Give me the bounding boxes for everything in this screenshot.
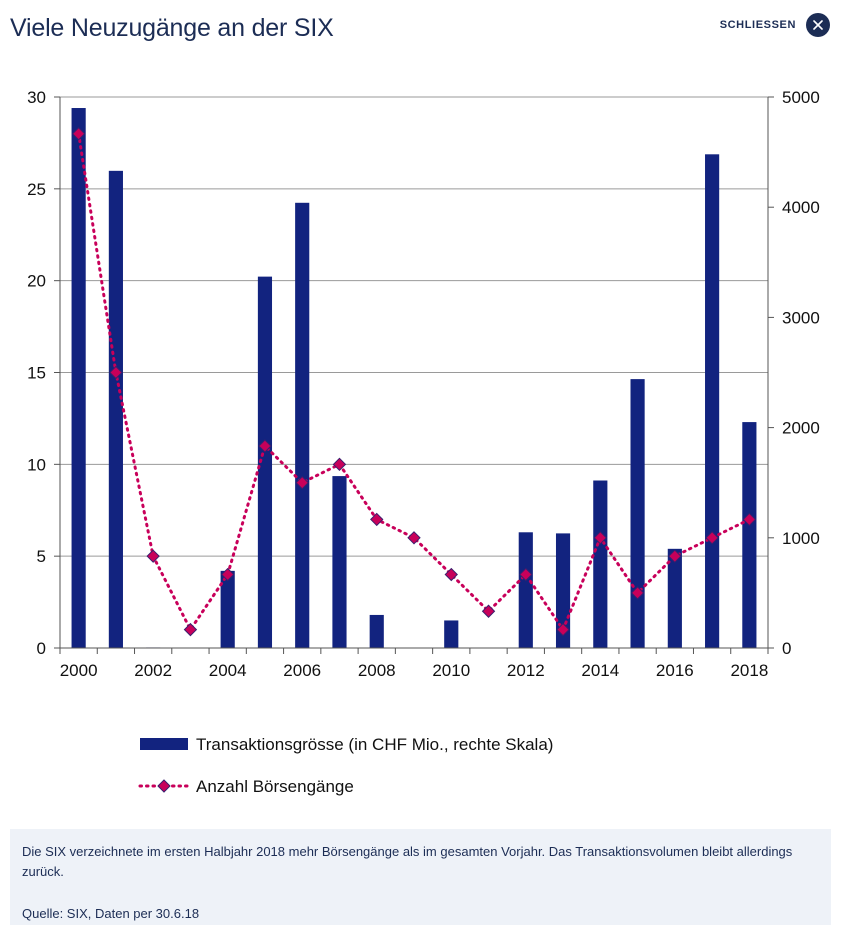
axes: 0 5 10 15 20 25 30 0 1000 2000 3000 4000 5000 2000 200… xyxy=(27,88,820,680)
right-tick-label: 5000 xyxy=(782,88,820,107)
left-tick-label: 30 xyxy=(27,88,46,107)
series-line xyxy=(77,132,751,633)
bar xyxy=(630,379,645,648)
bar xyxy=(555,533,571,648)
line-marker xyxy=(370,512,384,527)
right-tick-label: 2000 xyxy=(782,419,820,438)
line-marker xyxy=(481,604,496,618)
right-tick-label: 1000 xyxy=(782,529,820,548)
page-title: Viele Neuzugänge an der SIX xyxy=(10,14,334,42)
right-tick-label: 3000 xyxy=(782,308,820,327)
line-marker xyxy=(146,549,160,563)
bar xyxy=(108,170,123,649)
x-tick-label: 2014 xyxy=(581,661,619,680)
line-marker xyxy=(630,586,645,600)
bar xyxy=(332,476,347,648)
bar xyxy=(705,154,720,648)
line-marker xyxy=(742,512,757,527)
left-tick-label: 5 xyxy=(37,547,46,566)
bar xyxy=(518,532,533,648)
line-marker xyxy=(332,457,347,472)
left-tick-label: 0 xyxy=(37,639,46,658)
x-tick-label: 2012 xyxy=(507,661,545,680)
line-marker xyxy=(295,475,309,490)
right-tick-label: 4000 xyxy=(782,198,820,217)
line-marker xyxy=(109,365,123,380)
bar xyxy=(295,202,310,649)
close-button[interactable]: SCHLIESSEN xyxy=(720,13,830,37)
line-marker xyxy=(593,531,608,545)
bar xyxy=(742,422,757,648)
bar xyxy=(71,108,86,648)
line-marker xyxy=(668,549,682,563)
line-marker xyxy=(220,567,235,582)
left-tick-label: 25 xyxy=(27,180,46,199)
x-tick-label: 2002 xyxy=(134,661,172,680)
x-tick-label: 2010 xyxy=(432,661,470,680)
bar xyxy=(667,548,682,648)
caption-source: Quelle: SIX, Daten per 30.6.18 xyxy=(22,906,200,921)
legend-line-marker xyxy=(157,779,171,793)
right-tick-label: 0 xyxy=(782,639,791,658)
bars xyxy=(71,108,757,649)
x-tick-label: 2000 xyxy=(60,661,98,680)
caption-box: Die SIX verzeichnete im ersten Halbjahr … xyxy=(10,829,831,925)
bar xyxy=(593,480,608,648)
close-icon[interactable] xyxy=(806,13,830,37)
line-marker xyxy=(183,622,198,637)
close-label: SCHLIESSEN xyxy=(719,19,796,31)
line-marker xyxy=(519,567,533,582)
legend-line-label: Anzahl Börsengänge xyxy=(196,777,354,796)
bar xyxy=(444,620,459,648)
gridlines xyxy=(60,96,768,649)
left-tick-label: 15 xyxy=(27,364,46,383)
line-marker xyxy=(71,127,86,141)
line-marker xyxy=(705,531,719,545)
line-marker xyxy=(444,567,458,582)
left-tick-label: 10 xyxy=(27,455,46,474)
caption-text: Die SIX verzeichnete im ersten Halbjahr … xyxy=(22,844,793,879)
bar xyxy=(257,276,273,648)
x-tick-label: 2016 xyxy=(656,661,694,680)
x-tick-label: 2004 xyxy=(209,661,247,680)
bar xyxy=(369,614,384,648)
line-marker xyxy=(556,622,570,637)
x-tick-label: 2008 xyxy=(358,661,396,680)
legend-bar-swatch xyxy=(140,738,188,750)
bar xyxy=(220,570,235,648)
x-tick-label: 2006 xyxy=(283,661,321,680)
legend-bar-label: Transaktionsgrösse (in CHF Mio., rechte … xyxy=(196,735,553,754)
x-tick-label: 2018 xyxy=(730,661,768,680)
line-marker xyxy=(258,439,272,453)
chart: 0 5 10 15 20 25 30 0 1000 2000 3000 4000 5000 2000 200… xyxy=(27,88,820,796)
legend: Transaktionsgrösse (in CHF Mio., rechte … xyxy=(138,735,553,796)
line-series xyxy=(71,127,757,637)
left-tick-label: 20 xyxy=(27,272,46,291)
line-marker xyxy=(407,531,421,545)
